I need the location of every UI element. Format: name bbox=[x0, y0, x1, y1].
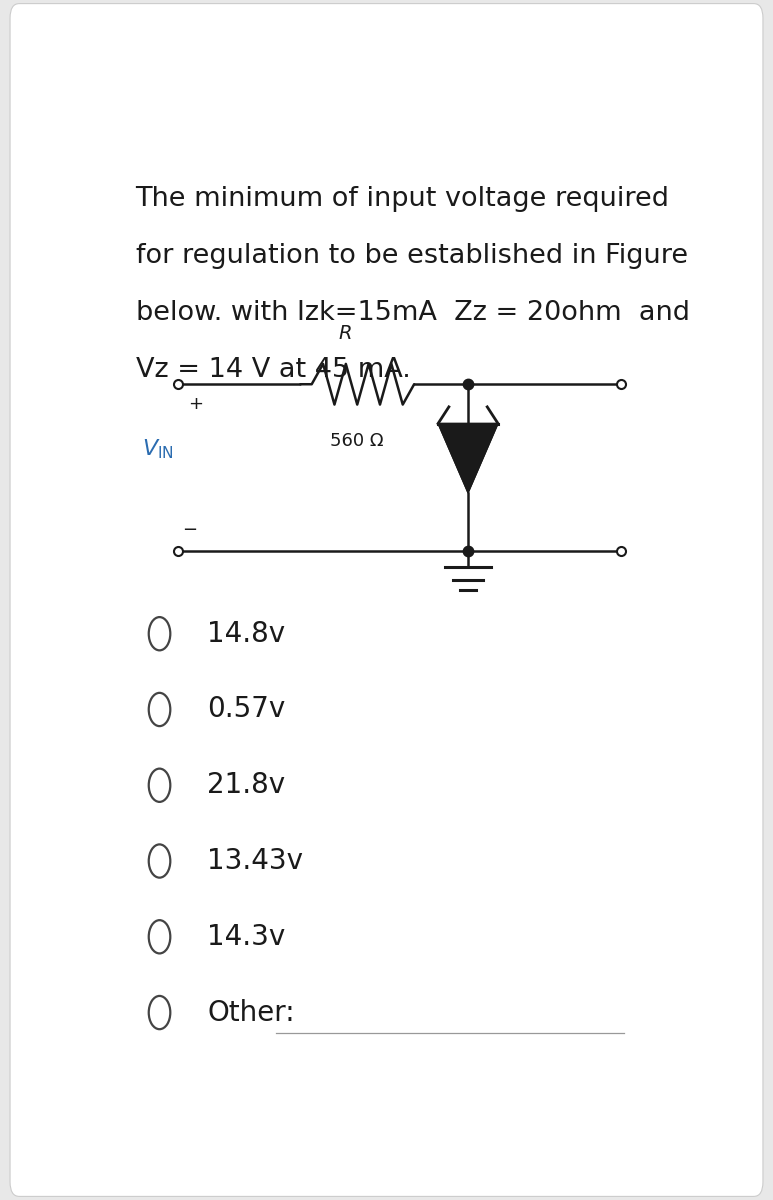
Text: −: − bbox=[182, 522, 197, 540]
Text: $V_{\rm IN}$: $V_{\rm IN}$ bbox=[141, 437, 173, 461]
Text: 14.8v: 14.8v bbox=[207, 619, 285, 648]
Text: Other:: Other: bbox=[207, 998, 295, 1026]
Text: 0.57v: 0.57v bbox=[207, 696, 286, 724]
Text: The minimum of input voltage required: The minimum of input voltage required bbox=[135, 186, 669, 211]
Text: 14.3v: 14.3v bbox=[207, 923, 286, 950]
Text: 21.8v: 21.8v bbox=[207, 772, 285, 799]
Text: below. with Izk=15mA  Zz = 20ohm  and: below. with Izk=15mA Zz = 20ohm and bbox=[135, 300, 690, 326]
Polygon shape bbox=[438, 424, 498, 493]
Text: 13.43v: 13.43v bbox=[207, 847, 304, 875]
Text: +: + bbox=[189, 395, 203, 413]
Text: R: R bbox=[339, 324, 352, 343]
Text: for regulation to be established in Figure: for regulation to be established in Figu… bbox=[135, 242, 688, 269]
Text: 560 Ω: 560 Ω bbox=[331, 432, 384, 450]
Text: Vz = 14 V at 45 mA.: Vz = 14 V at 45 mA. bbox=[135, 358, 410, 384]
